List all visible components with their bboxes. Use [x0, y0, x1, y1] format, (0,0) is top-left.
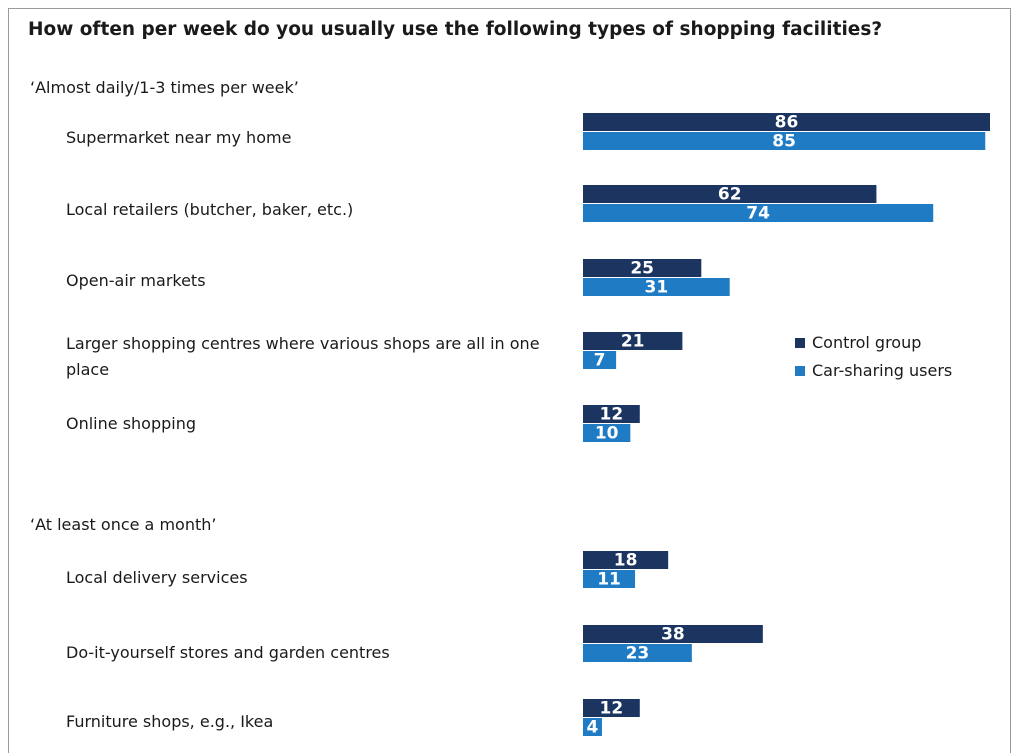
- bar-car-sharing-users-open-air-markets: [583, 278, 730, 296]
- category-label-online-shopping: Online shopping: [66, 414, 197, 433]
- legend-label-control-group: Control group: [812, 333, 922, 352]
- bar-car-sharing-users-online-shopping: [583, 424, 631, 442]
- bar-car-sharing-users-local-retailers-butcher-baker-etc: [583, 204, 934, 222]
- category-label-diy-stores: Do-it-yourself stores and garden centres: [66, 643, 390, 662]
- bar-car-sharing-users-supermarket-near-my-home: [583, 132, 986, 150]
- data-label-car-sharing-users-local-delivery-services: 11: [597, 570, 621, 590]
- data-label-control-group-local-delivery-services: 18: [614, 551, 638, 571]
- bar-control-group-online-shopping: [583, 405, 640, 423]
- section-label-monthly: ‘At least once a month’: [30, 515, 217, 534]
- bar-car-sharing-users-do-it-yourself-stores-and-garden-centres: [583, 644, 692, 662]
- data-label-control-group-larger-shopping-centres-where-various-shops-are-all-in-one-place: 21: [621, 332, 645, 352]
- data-label-control-group-do-it-yourself-stores-and-garden-centres: 38: [661, 625, 685, 645]
- chart-title: How often per week do you usually use th…: [28, 19, 883, 40]
- bar-control-group-furniture-shops-e-g-ikea: [583, 699, 640, 717]
- category-label-shopping-centres: Larger shopping centres where various sh…: [66, 334, 540, 379]
- bar-control-group-supermarket-near-my-home: [583, 113, 990, 131]
- section-label-weekly: ‘Almost daily/1-3 times per week’: [30, 78, 299, 97]
- data-label-control-group-furniture-shops-e-g-ikea: 12: [600, 699, 624, 719]
- bar-control-group-do-it-yourself-stores-and-garden-centres: [583, 625, 763, 643]
- bar-control-group-open-air-markets: [583, 259, 702, 277]
- legend-item-control-group: Control group: [795, 333, 921, 352]
- bar-car-sharing-users-larger-shopping-centres-where-various-shops-are-all-in-one-place: [583, 351, 617, 369]
- category-label-open-air-markets: Open-air markets: [66, 271, 206, 290]
- legend-swatch-control-group: [795, 337, 805, 348]
- category-label-local-delivery: Local delivery services: [66, 568, 248, 587]
- bar-car-sharing-users-furniture-shops-e-g-ikea: [583, 718, 602, 736]
- data-label-car-sharing-users-online-shopping: 10: [595, 424, 619, 444]
- data-label-control-group-open-air-markets: 25: [630, 259, 654, 279]
- data-label-car-sharing-users-local-retailers-butcher-baker-etc: 74: [746, 204, 770, 224]
- category-label-supermarket: Supermarket near my home: [66, 128, 292, 147]
- legend-swatch-car-sharing-users: [795, 365, 805, 376]
- legend-item-car-sharing-users: Car-sharing users: [795, 361, 952, 380]
- data-label-car-sharing-users-furniture-shops-e-g-ikea: 4: [587, 718, 599, 738]
- category-label-furniture-shops: Furniture shops, e.g., Ikea: [66, 712, 274, 731]
- bar-control-group-local-delivery-services: [583, 551, 669, 569]
- data-label-car-sharing-users-supermarket-near-my-home: 85: [772, 132, 796, 152]
- bar-control-group-local-retailers-butcher-baker-etc: [583, 185, 877, 203]
- category-label-local-retailers: Local retailers (butcher, baker, etc.): [66, 200, 354, 219]
- data-label-car-sharing-users-open-air-markets: 31: [645, 278, 669, 298]
- legend-label-car-sharing-users: Car-sharing users: [812, 361, 953, 380]
- data-label-car-sharing-users-do-it-yourself-stores-and-garden-centres: 23: [626, 644, 650, 664]
- data-label-control-group-online-shopping: 12: [600, 405, 624, 425]
- chart-frame: [8, 8, 1011, 753]
- data-label-car-sharing-users-larger-shopping-centres-where-various-shops-are-all-in-one-place: 7: [594, 351, 606, 371]
- data-label-control-group-local-retailers-butcher-baker-etc: 62: [718, 185, 742, 205]
- bar-car-sharing-users-local-delivery-services: [583, 570, 636, 588]
- data-label-control-group-supermarket-near-my-home: 86: [775, 113, 799, 133]
- bar-control-group-larger-shopping-centres-where-various-shops-are-all-in-one-place: [583, 332, 683, 350]
